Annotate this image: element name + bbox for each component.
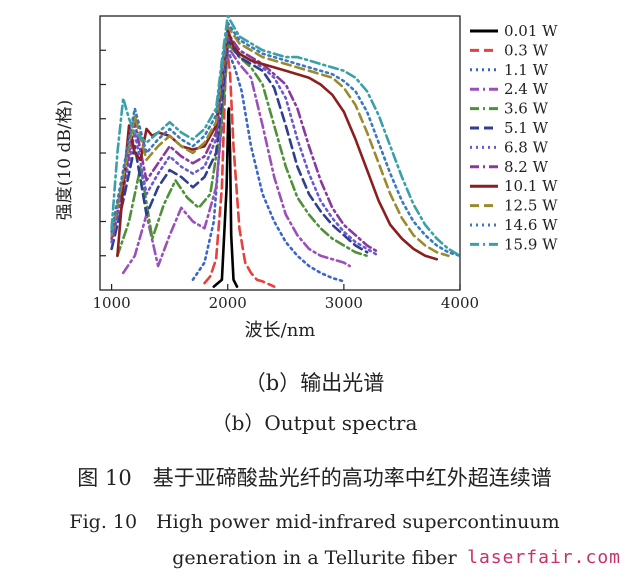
x-tick-label: 4000 (441, 294, 479, 312)
x-tick-label: 3000 (325, 294, 363, 312)
chart-axes: 1000 2000 3000 4000 (93, 15, 479, 312)
legend-label: 0.01 W (504, 22, 558, 40)
chart-svg: 1000 2000 3000 4000 0.01 W0.3 W 1.1 W2.4 W 3.… (55, 14, 558, 341)
x-tick-label: 1000 (93, 294, 131, 312)
legend-label: 1.1 W (504, 61, 549, 79)
legend-label: 15.9 W (504, 235, 558, 253)
legend-label: 2.4 W (504, 80, 549, 98)
y-axis-label: 强度(10 dB/格) (55, 100, 75, 220)
x-axis-label: 波长/nm (245, 320, 316, 341)
legend-label: 5.1 W (504, 119, 549, 137)
subfigure-caption-chinese: （b）输出光谱 (244, 371, 385, 395)
series-line-8-2-W (110, 31, 381, 254)
legend-label: 8.2 W (504, 158, 549, 176)
figure-caption-chinese: 图 10 基于亚碲酸盐光纤的高功率中红外超连续谱 (77, 466, 552, 490)
series-line-15-9-W (110, 14, 462, 258)
series-line-0-3-W (203, 52, 276, 288)
legend-label: 6.8 W (504, 138, 549, 156)
watermark-text: laserfair.com (467, 547, 621, 568)
legend-label: 3.6 W (504, 100, 549, 118)
series-line-14-6-W (110, 21, 462, 258)
series-line-10-1-W (116, 28, 439, 261)
chart-plot-area (110, 14, 462, 288)
x-tick-label: 2000 (209, 294, 247, 312)
subfigure-caption-english: （b）Output spectra (211, 411, 418, 435)
figure-caption-english-line1: Fig. 10 High power mid-infrared supercon… (69, 511, 560, 533)
series-line-0-01-W (212, 107, 239, 288)
legend-label: 12.5 W (504, 197, 558, 215)
chart-legend: 0.01 W0.3 W 1.1 W2.4 W 3.6 W5.1 W6.8 W 8.2 … (470, 22, 558, 253)
series-line-3-6-W (116, 42, 369, 258)
legend-label: 0.3 W (504, 41, 549, 59)
legend-label: 14.6 W (504, 216, 558, 234)
series-line-2-4-W (121, 45, 352, 275)
spectra-chart: 1000 2000 3000 4000 0.01 W 0.3 W 1.1 W 2.4 W 3.… (55, 14, 558, 341)
figure-caption-english-line2: generation in a Tellurite fiber (172, 547, 457, 569)
legend-label: 10.1 W (504, 177, 558, 195)
series-line-12-5-W (110, 24, 450, 258)
